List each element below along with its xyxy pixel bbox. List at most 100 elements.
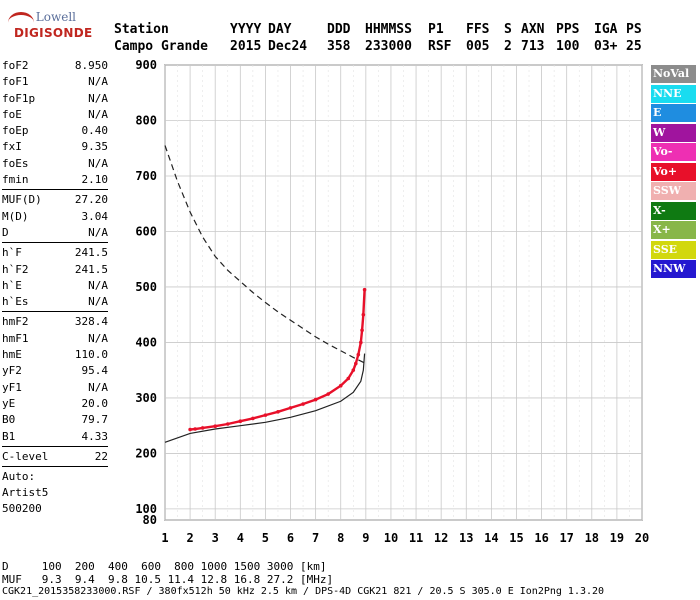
param-row: B1 4.33: [2, 429, 108, 445]
legend-item-w: W: [651, 123, 696, 142]
header-value: 03+: [594, 39, 618, 54]
param-name: B1: [2, 429, 16, 443]
param-value: 22: [94, 449, 108, 463]
data-point: [276, 409, 280, 414]
param-name: hmE: [2, 348, 22, 362]
header-label: S: [504, 22, 512, 37]
param-name: foF2: [2, 59, 29, 72]
data-point: [354, 361, 358, 366]
param-row: C-level 22: [2, 449, 108, 465]
param-row: h`Es N/A: [2, 294, 108, 310]
data-point: [213, 424, 218, 429]
header-label: YYYY: [230, 22, 262, 37]
data-point: [251, 416, 255, 421]
data-point: [301, 402, 305, 406]
y-tick-label: 600: [135, 224, 157, 238]
param-name: yF2: [2, 364, 22, 378]
x-tick-label: 18: [585, 531, 599, 545]
param-value: 2.10: [81, 173, 109, 187]
trace-line: [189, 289, 366, 431]
param-row: MUF(D) 27.20: [2, 192, 108, 208]
x-tick-label: 4: [237, 531, 244, 545]
param-row: h`F 241.5: [2, 245, 108, 261]
param-row: foF2 8.950: [2, 58, 108, 74]
param-row: foEp 0.40: [2, 123, 108, 139]
data-point: [188, 427, 192, 432]
x-tick-label: 16: [534, 531, 548, 545]
param-name: yF1: [2, 380, 22, 394]
data-point: [362, 287, 367, 292]
param-row: B0 79.7: [2, 412, 108, 428]
data-point: [346, 376, 351, 381]
param-value: N/A: [88, 278, 108, 292]
legend-item-nnw: NNW: [651, 260, 696, 278]
header-label: PS: [626, 22, 642, 37]
param-value: N/A: [88, 107, 108, 121]
param-name: MUF(D): [2, 193, 42, 207]
param-value: 241.5: [74, 246, 108, 260]
data-point: [326, 392, 330, 396]
param-separator: [2, 242, 108, 244]
data-point: [313, 397, 318, 402]
param-name: C-level: [2, 449, 49, 463]
header-value: Campo Grande: [114, 39, 208, 54]
param-name: yE: [2, 396, 16, 410]
x-tick-label: 8: [337, 531, 344, 545]
y-tick-label: 400: [135, 335, 157, 349]
param-row: hmE 110.0: [2, 347, 108, 363]
header-col-0: Station Campo Grande: [114, 22, 208, 54]
legend: NoVal NNE E W Vo- Vo+ SSW X- X+ SSE NNW: [651, 65, 696, 280]
param-row: foF1 N/A: [2, 74, 108, 90]
data-point: [225, 422, 230, 426]
param-name: hmF1: [2, 331, 29, 345]
param-name: B0: [2, 413, 16, 427]
legend-item-x-: X+: [651, 221, 696, 239]
header-label: DDD: [327, 22, 351, 37]
x-tick-label: 7: [312, 531, 319, 545]
param-value: N/A: [88, 156, 108, 170]
logo-swoosh: [8, 12, 34, 33]
param-value: N/A: [88, 75, 108, 89]
legend-item-vo-: Vo-: [651, 143, 696, 161]
footer-muf-row: MUF 9.3 9.4 9.8 10.5 11.4 12.8 16.8 27.2…: [2, 573, 334, 586]
header-col-8: AXN 713: [521, 22, 544, 54]
data-point: [200, 426, 205, 430]
param-value: 8.950: [74, 59, 108, 72]
header-label: FFS: [466, 22, 490, 37]
x-tick-label: 20: [635, 531, 649, 545]
header-col-1: YYYY 2015: [230, 22, 262, 54]
header-value: 005: [466, 39, 490, 54]
x-tick-label: 19: [610, 531, 624, 545]
data-point: [356, 352, 361, 357]
param-name: foEp: [2, 124, 29, 138]
x-tick-label: 12: [434, 531, 448, 545]
legend-item-vo-: Vo+: [651, 162, 696, 181]
param-name: fmin: [2, 173, 29, 187]
param-name: hmF2: [2, 315, 29, 329]
data-point: [361, 312, 366, 317]
x-tick-label: 2: [186, 531, 193, 545]
data-point: [288, 406, 293, 410]
y-tick-label: 900: [135, 58, 157, 72]
param-row: fmin 2.10: [2, 172, 108, 188]
logo-line1: Lowell: [35, 10, 76, 24]
logo-line2: DIGISONDE: [14, 26, 93, 40]
param-name: foE: [2, 107, 22, 121]
x-tick-label: 5: [262, 531, 269, 545]
profile-curve: [164, 353, 366, 443]
data-point: [338, 383, 343, 388]
header-col-6: FFS 005: [466, 22, 490, 54]
header-value: 358: [327, 39, 351, 54]
param-name: h`Es: [2, 295, 29, 309]
legend-item-e: E: [651, 104, 696, 122]
param-row: D N/A: [2, 225, 108, 241]
param-row: yE 20.0: [2, 396, 108, 412]
param-name: foF1p: [2, 91, 36, 105]
param-name: D: [2, 225, 9, 239]
param-value: 328.4: [74, 315, 108, 329]
param-value: 3.04: [81, 209, 109, 223]
y-tick-label: 80: [143, 513, 157, 527]
legend-item-noval: NoVal: [651, 65, 696, 83]
header-value: 233000: [365, 39, 412, 54]
